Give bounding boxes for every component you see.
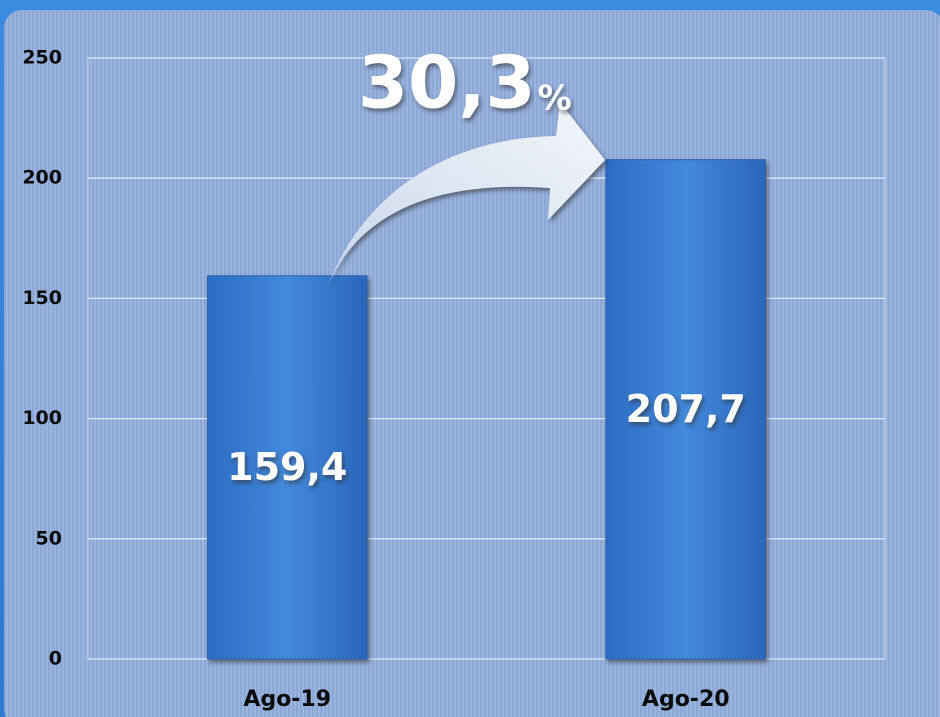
bar [207,275,368,660]
y-tick-label: 150 [22,287,62,309]
y-tick-label: 0 [49,648,62,670]
x-tick-label: Ago-20 [642,687,730,712]
growth-arrow [328,102,605,286]
bars [207,159,766,660]
value-label: 207,7 [626,387,746,431]
y-tick-label: 100 [22,407,62,429]
annotation: 30,3 [358,41,536,125]
y-tick-label: 250 [22,47,62,69]
y-tick-label: 50 [36,527,62,549]
bar [605,159,766,660]
x-tick-label: Ago-19 [243,687,331,712]
value-label: 159,4 [227,445,347,489]
y-tick-label: 200 [22,167,62,189]
annotation-unit: % [538,79,572,119]
